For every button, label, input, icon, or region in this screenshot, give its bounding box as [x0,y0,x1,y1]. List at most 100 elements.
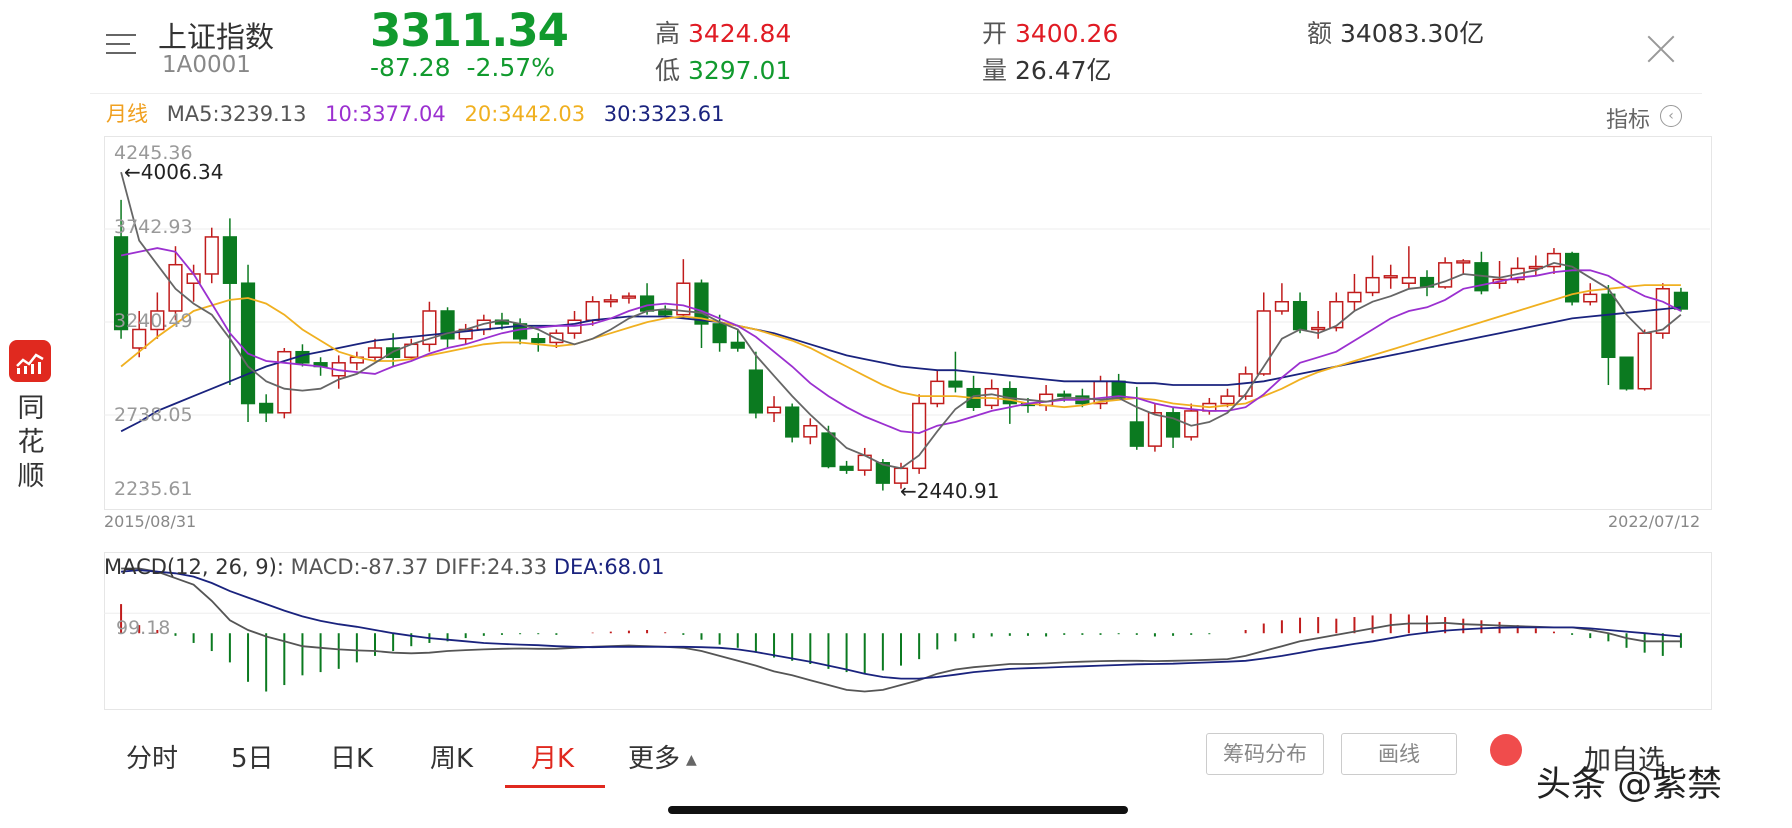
candle-body [1637,332,1652,390]
macd-label: MACD(12, 26, 9): [104,555,284,579]
amount-stat: 额 34083.30亿 [1307,19,1485,48]
dea-line [121,569,1681,680]
record-dot-icon[interactable] [1490,734,1522,766]
change-percent: -2.57% [466,53,555,82]
price-axis-label: 3240.49 [114,310,193,332]
ma10-line [120,247,1682,435]
ma30-value: 30:3323.61 [603,102,725,126]
candle-body [875,462,890,484]
macd-axis-label: 99.18 [116,617,171,639]
kline-chart[interactable] [104,136,1712,510]
tab-more[interactable]: 更多 ▲ [628,744,697,774]
chevron-left-icon[interactable]: ‹ [1660,105,1682,127]
high-value: 3424.84 [687,19,792,48]
candle-body [259,402,274,414]
candle-body [748,369,763,414]
ma20-line [120,284,1681,409]
diff-value: DIFF:24.33 [435,555,548,579]
candle-body [150,310,165,331]
candle-body [785,406,800,438]
candle-body [277,350,292,414]
ma5-line [120,171,1682,470]
candle-body [1165,412,1181,438]
candle-body [1673,291,1689,310]
candle-body [367,347,383,359]
candle-body [1583,293,1598,303]
candle-body [803,424,818,438]
price-axis-label: 2738.05 [114,404,193,426]
start-date: 2015/08/31 [104,512,197,531]
candle-body [1274,300,1289,312]
change-value: -87.28 [370,53,451,82]
period-label: 月线 [106,102,148,126]
current-price: 3311.34 [370,4,569,57]
macd-chart[interactable] [104,552,1712,710]
candle-body [621,295,637,299]
tab-intraday[interactable]: 分时 [126,744,179,774]
watermark: 头条 @紫禁 [1536,765,1723,805]
candle-body [1365,276,1380,294]
tab-monthly-k[interactable]: 月K [531,744,575,774]
candle-body [1256,310,1271,375]
candle-body [1292,300,1308,331]
side-logo-label[interactable]: 同花顺 [17,393,45,492]
candle-body [766,406,782,414]
candle-body [1456,260,1471,264]
candle-body [1057,393,1072,397]
tonghuashun-logo-icon[interactable] [9,340,51,382]
candle-body [603,299,618,303]
volume-value: 26.47亿 [1014,56,1112,85]
index-title: 上证指数 [158,20,275,54]
candle-body [984,387,999,407]
candle-body [1220,395,1235,405]
low-annotation: ←2440.91 [900,479,1000,503]
dea-value: DEA:68.01 [553,555,665,579]
price-axis-label: 4245.36 [114,142,193,164]
candle-body [113,236,129,331]
candle-body [948,380,963,388]
macd-legend: MACD(12, 26, 9): MACD:-87.37 DIFF:24.33 … [104,555,664,579]
indicator-button[interactable]: 指标 [1606,108,1651,133]
high-stat: 高 3424.84 [655,19,792,48]
ma10-value: 10:3377.04 [325,102,446,126]
candle-body [712,323,727,344]
open-stat: 开 3400.26 [982,19,1119,48]
high-annotation: ←4006.34 [124,160,224,184]
chips-distribution-button[interactable]: 筹码分布 [1206,733,1324,775]
candle-body [222,236,237,284]
candle-body [531,337,546,344]
kline-chart-frame [104,136,1712,510]
candle-body [240,282,256,405]
price-axis-label: 2235.61 [114,478,193,500]
ma20-value: 20:3442.03 [464,102,586,126]
candle-body [821,432,836,468]
close-icon[interactable] [1646,34,1676,64]
candle-body [585,300,600,321]
diff-line [121,567,1681,693]
end-date: 2022/07/12 [1608,512,1701,531]
add-favorite-button[interactable]: 加自选 [1584,745,1665,776]
tab-daily-k[interactable]: 日K [330,744,374,774]
header-divider [90,93,1702,94]
candle-body [1383,275,1398,279]
ma30-line [120,306,1681,433]
menu-icon[interactable] [106,30,142,60]
candle-body [639,295,655,312]
tab-5day[interactable]: 5日 [231,744,274,774]
tab-weekly-k[interactable]: 周K [430,744,474,774]
draw-line-button[interactable]: 画线 [1341,733,1457,775]
ma5-value: MA5:3239.13 [166,102,307,126]
volume-stat: 量 26.47亿 [982,56,1112,85]
candle-body [1601,293,1616,359]
candle-body [930,380,945,405]
macd-chart-frame [104,552,1712,710]
candle-body [1619,356,1634,390]
active-tab-indicator [505,785,605,788]
ma-legend: 月线 MA5:3239.13 10:3377.04 20:3442.03 30:… [106,98,736,128]
macd-value: MACD:-87.37 [290,555,429,579]
candle-body [730,341,745,349]
candle-body [1401,276,1416,284]
candle-body [204,236,219,275]
candle-body [658,310,673,316]
candle-body [1329,300,1344,329]
